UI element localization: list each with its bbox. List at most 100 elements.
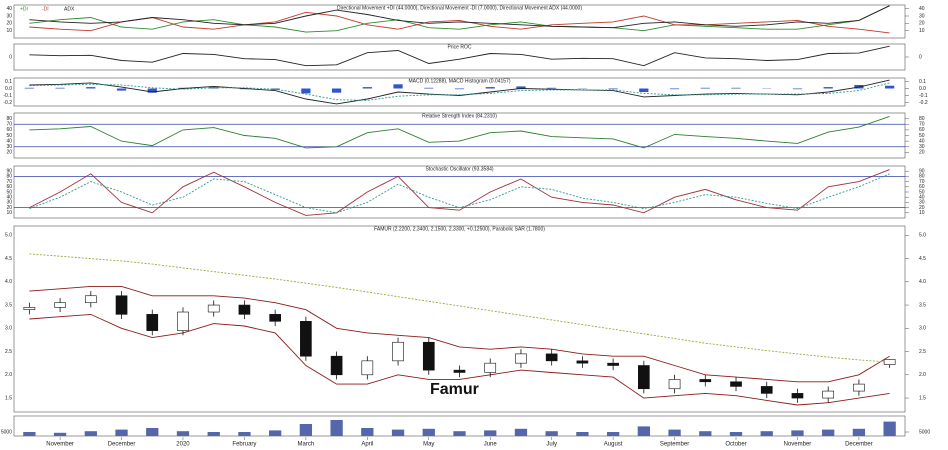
- series-line: [29, 45, 890, 67]
- x-tick-label: March: [298, 442, 315, 448]
- volume-bar: [668, 429, 681, 436]
- histogram-bar: [86, 87, 96, 89]
- histogram-bar: [147, 88, 157, 93]
- y-tick-label: 10: [6, 210, 12, 216]
- candle-body: [853, 383, 865, 392]
- volume-bar: [422, 428, 435, 436]
- histogram-bar: [823, 87, 833, 89]
- histogram-bar: [362, 87, 372, 89]
- candle-body: [515, 353, 527, 364]
- candle-body: [177, 311, 189, 331]
- series-line: [29, 285, 890, 383]
- y-tick-label: 3.5: [5, 302, 12, 308]
- y-tick-label: 80: [919, 116, 925, 122]
- series-line: [29, 79, 890, 105]
- y-tick-label: 3.5: [919, 302, 926, 308]
- y-tick-label: 20: [919, 21, 925, 27]
- histogram-bar: [209, 87, 219, 89]
- y-tick-label: 70: [6, 179, 12, 185]
- y-tick-label: 70: [919, 122, 925, 128]
- histogram-bar: [301, 88, 311, 94]
- y-tick-label: 2.0: [919, 372, 926, 378]
- volume-bar: [852, 428, 866, 436]
- series-line: [29, 313, 890, 406]
- y-tick-label: 3.0: [919, 326, 926, 332]
- x-tick-label: September: [660, 442, 689, 448]
- histogram-bar: [669, 88, 680, 90]
- y-tick-label: 40: [6, 138, 12, 144]
- x-tick-label: November: [46, 442, 74, 448]
- y-tick-label: 60: [6, 127, 12, 133]
- y-tick-label: 50: [6, 189, 12, 195]
- volume-bar: [729, 432, 743, 436]
- x-tick-label: May: [423, 442, 434, 448]
- x-tick-label: August: [604, 442, 623, 448]
- volume-bar: [330, 420, 343, 436]
- x-tick-label: July: [546, 442, 557, 448]
- y-tick-label: 80: [6, 174, 12, 180]
- y-tick-label: 30: [6, 13, 12, 19]
- panel-title: Directional Movement +DI (44.0000), Dire…: [337, 5, 582, 11]
- series-line: [29, 169, 890, 216]
- histogram-bar: [516, 86, 526, 89]
- y-tick-label: 5.0: [5, 233, 12, 239]
- candle-body: [545, 353, 558, 362]
- y-tick-label: 40: [6, 195, 12, 201]
- y-tick-label: -0.2: [3, 100, 12, 106]
- candle-body: [883, 359, 896, 365]
- y-tick-label: 30: [919, 13, 925, 19]
- candle-body: [54, 302, 66, 308]
- y-tick-label: 0.0: [5, 86, 12, 92]
- y-tick-label: 70: [919, 179, 925, 185]
- y-tick-label: 80: [6, 116, 12, 122]
- y-tick-label: 3.0: [5, 326, 12, 332]
- volume-bar: [361, 428, 374, 436]
- y-tick-label: 10: [919, 210, 925, 216]
- y-tick-label: -0.2: [919, 100, 928, 106]
- y-tick-label: 60: [6, 184, 12, 190]
- histogram-bar: [454, 88, 465, 90]
- histogram-bar: [731, 87, 741, 89]
- series-line: [29, 253, 890, 363]
- y-tick-label: 30: [6, 200, 12, 206]
- histogram-bar: [424, 87, 434, 89]
- y-tick-label: 80: [919, 174, 925, 180]
- volume-bar: [207, 432, 220, 436]
- x-tick-label: April: [361, 442, 373, 448]
- y-tick-label: 2.0: [5, 372, 12, 378]
- legend-entry: -DI: [42, 6, 49, 12]
- volume-bar: [545, 431, 558, 436]
- candle-body: [484, 362, 497, 373]
- y-tick-label: 90: [6, 169, 12, 175]
- y-tick-label: 70: [6, 122, 12, 128]
- y-tick-label: 50: [919, 133, 925, 139]
- annotation: Famur: [430, 381, 479, 398]
- y-tick-label: 1.5: [919, 395, 926, 401]
- candle-body: [422, 341, 435, 371]
- y-tick-label: 4.0: [5, 279, 12, 285]
- y-tick-label: 30: [919, 200, 925, 206]
- volume-bar: [84, 431, 97, 436]
- candle-body: [760, 386, 773, 394]
- volume-bar: [23, 432, 36, 436]
- candle-body: [453, 369, 466, 373]
- candle-body: [638, 365, 650, 390]
- y-tick-label: -0.1: [3, 93, 12, 99]
- histogram-bar: [24, 87, 34, 89]
- y-tick-label: 0.1: [919, 79, 926, 85]
- y-tick-label: 20: [919, 205, 925, 211]
- y-tick-label: 4.0: [919, 279, 926, 285]
- volume-bar: [637, 426, 650, 436]
- candle-body: [699, 379, 712, 383]
- y-tick-label: 20: [6, 21, 12, 27]
- candle-body: [791, 393, 804, 399]
- y-tick-label: 30: [6, 144, 12, 150]
- x-tick-label: November: [784, 442, 812, 448]
- candle-body: [84, 295, 97, 304]
- panel-frame: [13, 77, 906, 107]
- candle-body: [607, 362, 619, 366]
- histogram-bar: [55, 87, 65, 89]
- y-tick-label: 0.0: [919, 86, 926, 92]
- legend-entry: +DI: [20, 6, 28, 12]
